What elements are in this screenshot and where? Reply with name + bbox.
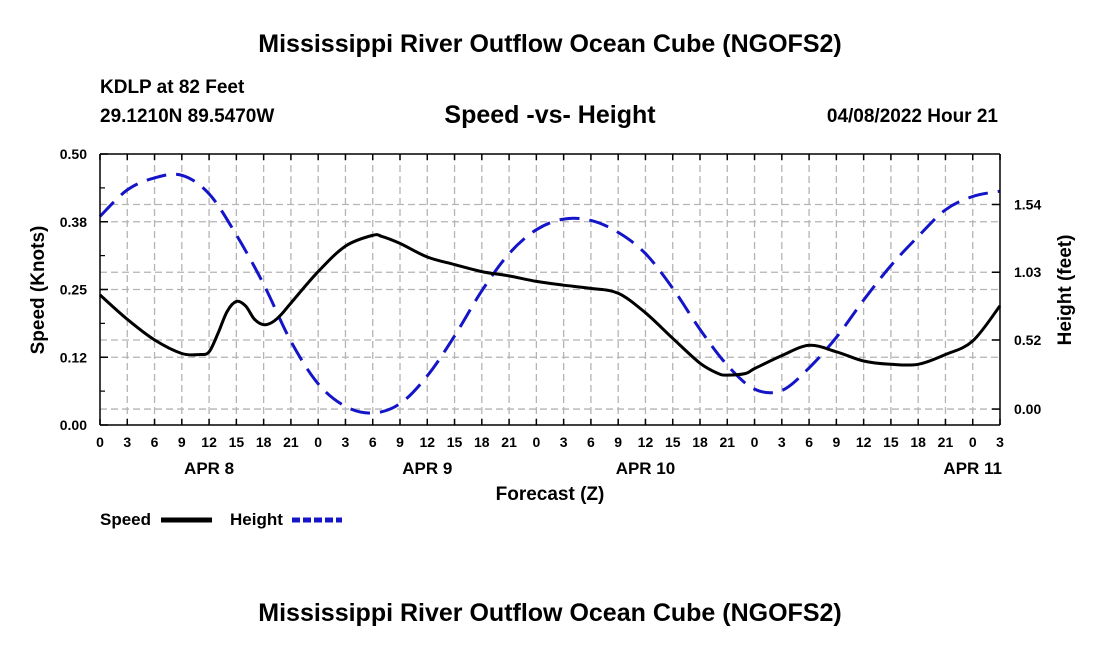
- x-tick-label: 21: [283, 434, 299, 450]
- y2-tick-label: 0.00: [1014, 401, 1041, 417]
- series-line-speed: [98, 233, 1002, 377]
- x-tick-label: 0: [96, 434, 104, 450]
- x-tick-label: 15: [447, 434, 463, 450]
- day-label: APR 10: [616, 459, 676, 478]
- x-tick-label: 3: [778, 434, 786, 450]
- day-label: APR 11: [943, 459, 1002, 478]
- series-layer: [98, 172, 1002, 415]
- x-tick-label: 18: [474, 434, 490, 450]
- x-tick-label: 15: [883, 434, 899, 450]
- x-tick-label: 9: [178, 434, 186, 450]
- chart-legend: Speed Height: [100, 510, 342, 529]
- x-tick-label: 9: [614, 434, 622, 450]
- x-tick-label: 18: [256, 434, 272, 450]
- grid-layer: [100, 154, 1000, 425]
- station-label: KDLP at 82 Feet: [100, 77, 245, 98]
- x-tick-label: 3: [996, 434, 1004, 450]
- tick-label-layer: 0 3 6 9 12 15 18 21 0 3 6 9 12 15 18 21 0 3 6 9 12 15 18 21 0 3 6 9…: [60, 146, 1042, 478]
- x-tick-label: 3: [123, 434, 131, 450]
- forecast-datetime: 04/08/2022 Hour 21: [826, 106, 998, 127]
- y-tick-label: 0.50: [60, 146, 87, 162]
- x-tick-label: 21: [501, 434, 517, 450]
- y2-tick-label: 0.52: [1014, 332, 1041, 348]
- x-tick-label: 21: [938, 434, 954, 450]
- y2-tick-label: 1.54: [1014, 196, 1041, 212]
- x-tick-label: 12: [419, 434, 435, 450]
- x-tick-label: 9: [832, 434, 840, 450]
- y-tick-label: 0.38: [60, 214, 87, 230]
- x-tick-label: 9: [396, 434, 404, 450]
- x-tick-label: 0: [532, 434, 540, 450]
- series-line-height: [98, 172, 1001, 415]
- x-tick-label: 6: [151, 434, 159, 450]
- x-tick-label: 12: [638, 434, 654, 450]
- x-tick-label: 15: [229, 434, 245, 450]
- day-label: APR 9: [402, 459, 452, 478]
- x-tick-label: 12: [201, 434, 217, 450]
- footer-title: Mississippi River Outflow Ocean Cube (NG…: [258, 599, 842, 627]
- x-tick-label: 0: [751, 434, 759, 450]
- x-tick-label: 6: [369, 434, 377, 450]
- x-tick-label: 3: [560, 434, 568, 450]
- x-axis-label: Forecast (Z): [496, 484, 605, 505]
- x-tick-label: 18: [910, 434, 926, 450]
- y-tick-label: 0.25: [60, 282, 87, 298]
- x-tick-label: 15: [665, 434, 681, 450]
- axes-layer: [99, 153, 1001, 426]
- x-tick-label: 21: [719, 434, 735, 450]
- y2-tick-label: 1.03: [1014, 264, 1041, 280]
- x-tick-label: 12: [856, 434, 872, 450]
- legend-label-height: Height: [230, 510, 283, 529]
- x-tick-label: 0: [969, 434, 977, 450]
- x-tick-label: 3: [342, 434, 350, 450]
- station-coordinates: 29.1210N 89.5470W: [100, 106, 275, 127]
- chart-subtitle: Speed -vs- Height: [444, 101, 656, 129]
- x-tick-label: 6: [587, 434, 595, 450]
- x-tick-label: 18: [692, 434, 708, 450]
- y2-axis-label: Height (feet): [1055, 235, 1076, 346]
- x-tick-label: 0: [314, 434, 322, 450]
- chart-main-title: Mississippi River Outflow Ocean Cube (NG…: [258, 30, 842, 58]
- x-tick-label: 6: [805, 434, 813, 450]
- y-axis-label: Speed (Knots): [28, 226, 49, 355]
- day-label: APR 8: [184, 459, 234, 478]
- y-tick-label: 0.12: [60, 349, 87, 365]
- y-tick-label: 0.00: [60, 417, 87, 433]
- legend-label-speed: Speed: [100, 510, 151, 529]
